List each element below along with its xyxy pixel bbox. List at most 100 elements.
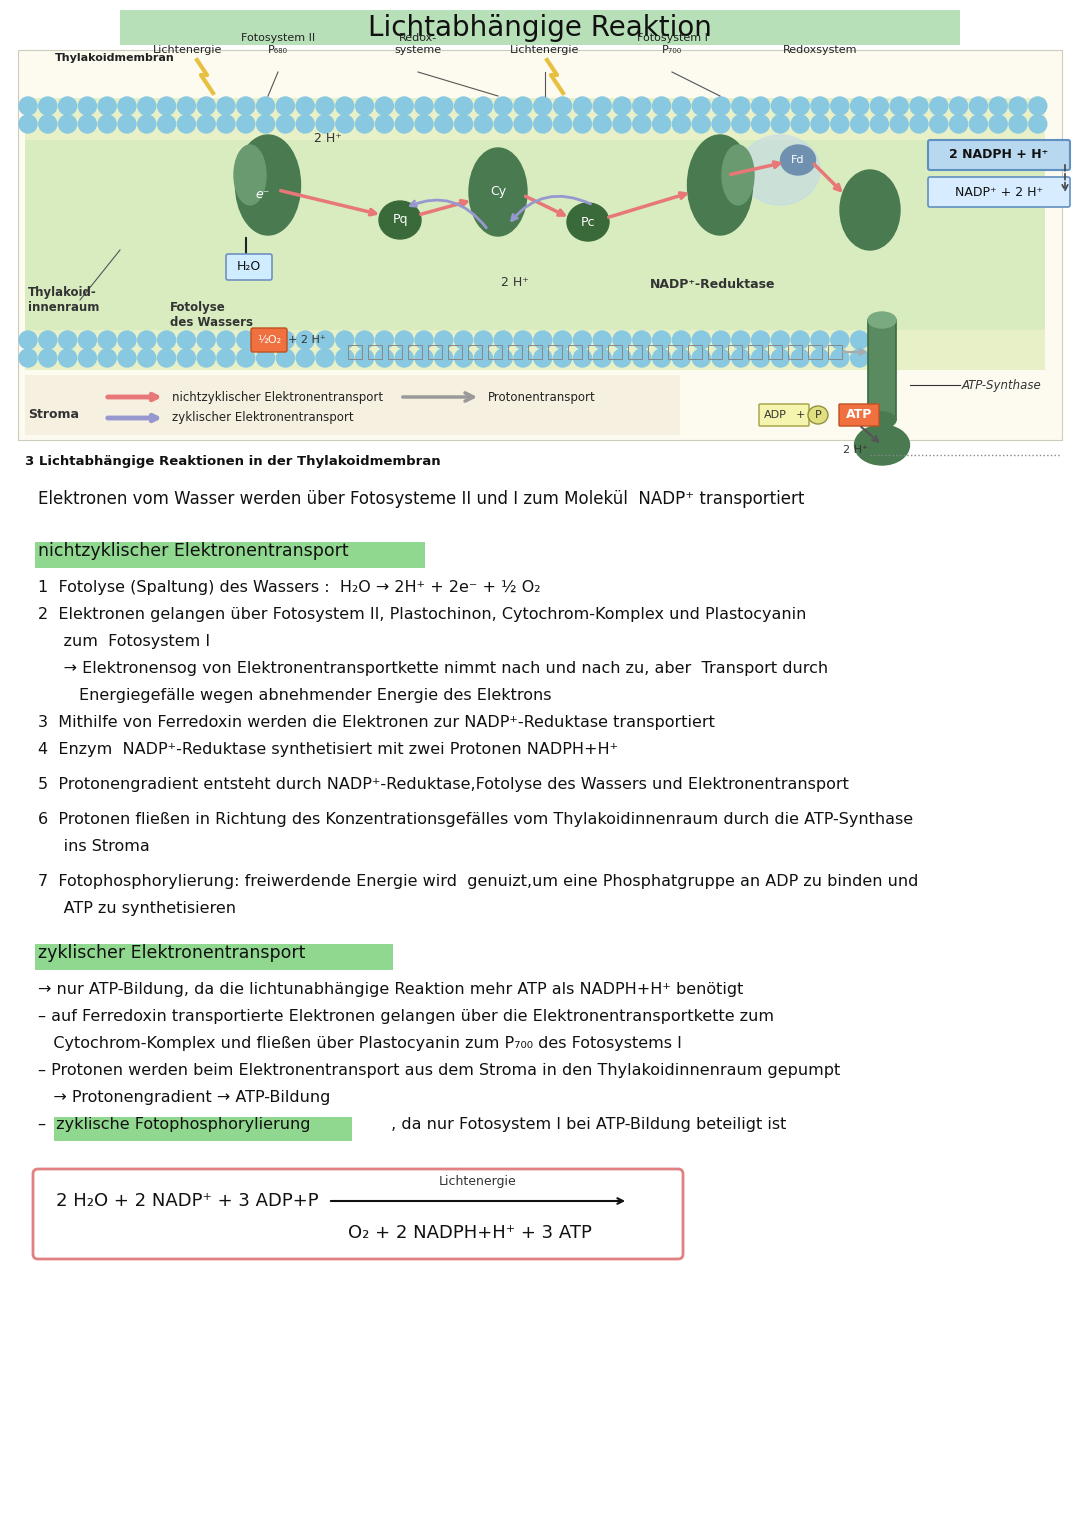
Circle shape <box>177 350 195 366</box>
Circle shape <box>573 350 592 366</box>
Circle shape <box>158 115 176 133</box>
FancyBboxPatch shape <box>33 1170 683 1258</box>
Circle shape <box>198 350 215 366</box>
Circle shape <box>652 331 671 350</box>
Circle shape <box>792 331 809 350</box>
Circle shape <box>19 350 37 366</box>
Circle shape <box>792 98 809 115</box>
Circle shape <box>732 115 750 133</box>
Circle shape <box>752 115 770 133</box>
Circle shape <box>554 98 571 115</box>
Circle shape <box>296 350 314 366</box>
Circle shape <box>257 98 274 115</box>
Circle shape <box>98 350 117 366</box>
Circle shape <box>831 115 849 133</box>
Ellipse shape <box>868 412 896 428</box>
Circle shape <box>435 331 453 350</box>
Bar <box>808 345 822 359</box>
Circle shape <box>1009 115 1027 133</box>
Circle shape <box>415 115 433 133</box>
Circle shape <box>732 350 750 366</box>
Circle shape <box>355 350 374 366</box>
Circle shape <box>138 98 156 115</box>
Bar <box>120 11 960 44</box>
Ellipse shape <box>854 425 909 466</box>
Circle shape <box>138 350 156 366</box>
Circle shape <box>198 98 215 115</box>
Text: 3  Mithilfe von Ferredoxin werden die Elektronen zur NADP⁺-Reduktase transportie: 3 Mithilfe von Ferredoxin werden die Ele… <box>38 715 715 730</box>
Bar <box>627 345 642 359</box>
Ellipse shape <box>469 148 527 237</box>
Text: ATP-Synthase: ATP-Synthase <box>962 379 1042 391</box>
FancyBboxPatch shape <box>839 405 879 426</box>
Circle shape <box>534 115 552 133</box>
Circle shape <box>455 115 473 133</box>
Bar <box>688 345 702 359</box>
Circle shape <box>474 115 492 133</box>
Bar <box>448 345 462 359</box>
Text: 7  Fotophosphorylierung: freiwerdende Energie wird  genuizt,um eine Phosphatgrup: 7 Fotophosphorylierung: freiwerdende Ene… <box>38 873 918 889</box>
Circle shape <box>79 98 96 115</box>
Bar <box>54 1116 352 1141</box>
Bar <box>868 321 896 420</box>
Circle shape <box>593 98 611 115</box>
Bar <box>25 98 1045 370</box>
Circle shape <box>514 331 532 350</box>
Circle shape <box>237 98 255 115</box>
Bar <box>788 345 802 359</box>
Circle shape <box>376 331 393 350</box>
Circle shape <box>613 115 631 133</box>
Circle shape <box>336 331 354 350</box>
Circle shape <box>910 98 928 115</box>
Circle shape <box>217 331 235 350</box>
Circle shape <box>593 115 611 133</box>
Text: Thylakoidmembran: Thylakoidmembran <box>55 53 175 63</box>
Circle shape <box>712 350 730 366</box>
Ellipse shape <box>235 134 300 235</box>
Bar <box>488 345 502 359</box>
Circle shape <box>39 115 57 133</box>
Circle shape <box>831 350 849 366</box>
Text: Fotolyse
des Wassers: Fotolyse des Wassers <box>170 301 253 328</box>
Text: Lichtenergie: Lichtenergie <box>440 1174 517 1188</box>
Circle shape <box>39 98 57 115</box>
Text: e⁻: e⁻ <box>256 188 270 202</box>
Text: → Elektronensog von Elektronentransportkette nimmt nach und nach zu, aber  Trans: → Elektronensog von Elektronentransportk… <box>38 661 828 676</box>
Circle shape <box>910 115 928 133</box>
Circle shape <box>652 98 671 115</box>
Circle shape <box>930 115 948 133</box>
Circle shape <box>573 331 592 350</box>
Circle shape <box>831 98 849 115</box>
Text: nichtzyklischer Elektronentransport: nichtzyklischer Elektronentransport <box>38 542 349 560</box>
Circle shape <box>79 350 96 366</box>
Circle shape <box>495 350 512 366</box>
Circle shape <box>217 350 235 366</box>
Text: Lichtenergie: Lichtenergie <box>153 44 222 55</box>
Circle shape <box>495 98 512 115</box>
Circle shape <box>316 115 334 133</box>
Circle shape <box>890 98 908 115</box>
Bar <box>588 345 602 359</box>
Circle shape <box>851 350 868 366</box>
Text: zum  Fotosystem I: zum Fotosystem I <box>38 634 211 649</box>
Circle shape <box>79 331 96 350</box>
Circle shape <box>118 331 136 350</box>
Text: 3 Lichtabhängige Reaktionen in der Thylakoidmembran: 3 Lichtabhängige Reaktionen in der Thyla… <box>25 455 441 467</box>
Bar <box>18 50 1062 440</box>
Text: → Protonengradient → ATP-Bildung: → Protonengradient → ATP-Bildung <box>38 1090 330 1106</box>
Circle shape <box>474 331 492 350</box>
Circle shape <box>118 98 136 115</box>
Text: Fotosystem II
P₆₈₀: Fotosystem II P₆₈₀ <box>241 34 315 55</box>
Circle shape <box>851 98 868 115</box>
Circle shape <box>376 350 393 366</box>
Circle shape <box>534 350 552 366</box>
Text: Lichtabhängige Reaktion: Lichtabhängige Reaktion <box>368 14 712 41</box>
Circle shape <box>732 331 750 350</box>
FancyBboxPatch shape <box>226 253 272 279</box>
Text: NADP⁺-Reduktase: NADP⁺-Reduktase <box>650 278 775 292</box>
Circle shape <box>692 331 711 350</box>
Circle shape <box>177 115 195 133</box>
Circle shape <box>58 350 77 366</box>
Ellipse shape <box>740 134 820 205</box>
Bar <box>25 140 1045 330</box>
